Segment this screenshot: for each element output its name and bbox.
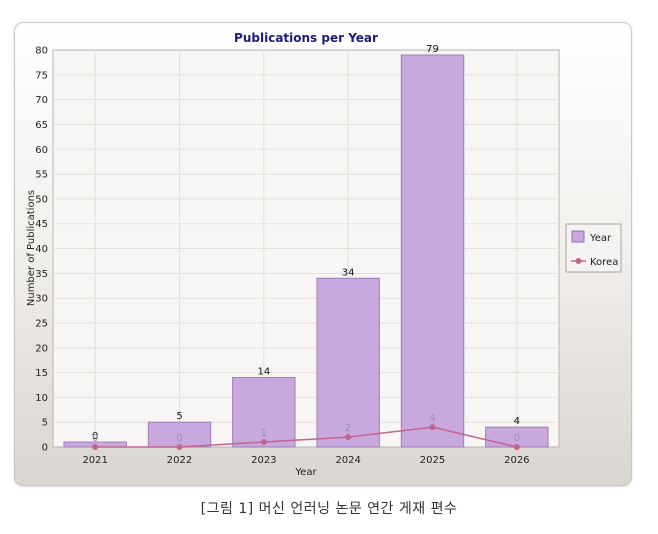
bar — [400, 54, 465, 448]
legend-swatch-year — [571, 230, 585, 243]
bar — [316, 277, 380, 448]
bar — [147, 421, 212, 448]
korea-value-label: 1 — [261, 428, 267, 439]
y-tick-label: 25 — [35, 318, 48, 329]
y-tick-label: 55 — [35, 170, 48, 181]
x-tick-label: 2022 — [167, 455, 192, 466]
y-axis-label: Number of Publications — [26, 190, 37, 306]
y-tick-label: 15 — [35, 368, 48, 379]
korea-point — [345, 434, 352, 441]
y-tick-label: 80 — [35, 46, 48, 57]
x-tick-label: 2021 — [82, 455, 107, 466]
bars — [63, 54, 549, 448]
bar-value-label: 0 — [92, 431, 98, 442]
x-tick-label: 2026 — [504, 455, 529, 466]
bar-value-label: 14 — [257, 367, 270, 378]
korea-point — [429, 424, 436, 431]
bar-value-label: 5 — [176, 411, 182, 422]
legend-label-korea: Korea — [590, 257, 618, 268]
y-tick-label: 30 — [35, 294, 48, 305]
y-tick-label: 45 — [35, 219, 48, 230]
y-tick-label: 50 — [35, 194, 48, 205]
legend-label-year: Year — [589, 233, 612, 244]
korea-point — [260, 439, 267, 446]
x-tick-label: 2024 — [335, 455, 360, 466]
y-tick-label: 65 — [35, 120, 48, 131]
korea-point — [176, 444, 183, 450]
y-tick-label: 0 — [42, 443, 48, 454]
bar-value-label: 79 — [426, 44, 439, 55]
bar-value-label: 34 — [342, 267, 355, 278]
y-tick-label: 75 — [35, 70, 48, 81]
y-tick-label: 5 — [42, 418, 48, 429]
y-tick-label: 35 — [35, 269, 48, 280]
x-tick-label: 2023 — [251, 455, 276, 466]
y-tick-label: 10 — [35, 393, 48, 404]
y-tick-label: 60 — [35, 145, 48, 156]
korea-line — [92, 424, 520, 450]
figure-caption: [그림 1] 머신 언러닝 논문 연간 게재 편수 — [200, 501, 458, 517]
korea-line-path — [95, 426, 518, 448]
korea-point — [513, 444, 520, 450]
korea-value-label: 4 — [429, 413, 435, 424]
grid-lines — [53, 50, 559, 447]
bar-value-label: 4 — [514, 416, 520, 427]
y-tick-label: 20 — [35, 343, 48, 354]
korea-value-label: 0 — [92, 433, 98, 444]
korea-value-label: 2 — [345, 423, 351, 434]
bar — [232, 377, 296, 448]
korea-value-label: 0 — [514, 433, 520, 444]
legend-marker-korea — [575, 258, 582, 264]
y-tick-label: 40 — [35, 244, 48, 255]
korea-value-label: 0 — [176, 433, 182, 444]
korea-point — [92, 444, 99, 450]
y-tick-label: 70 — [35, 95, 48, 106]
x-axis-label: Year — [294, 467, 317, 478]
x-tick-label: 2025 — [420, 455, 445, 466]
legend: Year Korea — [565, 223, 622, 273]
chart-title: Publications per Year — [234, 31, 378, 45]
